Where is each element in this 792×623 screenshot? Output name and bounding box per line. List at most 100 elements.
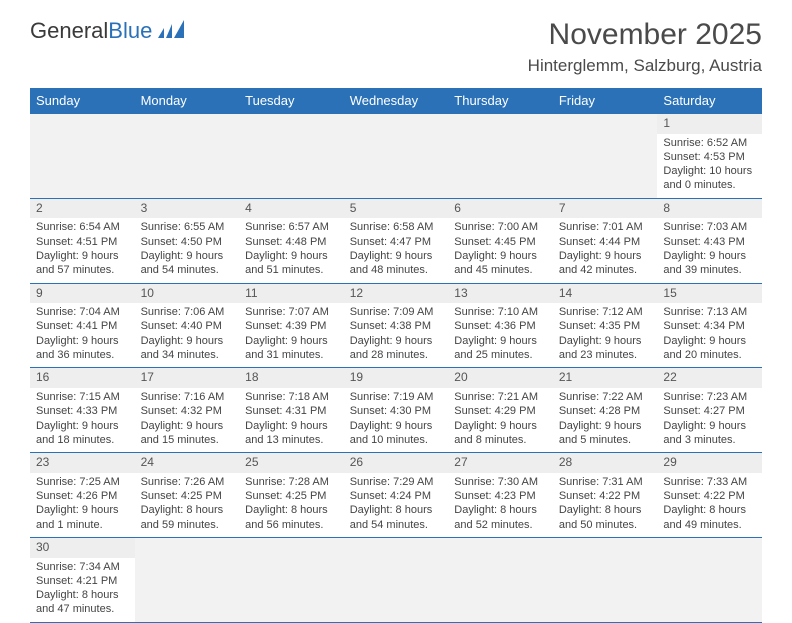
calendar-cell-1: 1Sunrise: 6:52 AMSunset: 4:53 PMDaylight… xyxy=(657,113,762,198)
daylight-text: Daylight: 8 hours and 56 minutes. xyxy=(245,503,338,532)
date-number: 15 xyxy=(657,284,762,304)
sunset-text: Sunset: 4:35 PM xyxy=(559,319,652,333)
date-number: 10 xyxy=(135,284,240,304)
calendar-cell-30: 30Sunrise: 7:34 AMSunset: 4:21 PMDayligh… xyxy=(30,537,135,622)
date-number: 6 xyxy=(448,199,553,219)
calendar-cell-3: 3Sunrise: 6:55 AMSunset: 4:50 PMDaylight… xyxy=(135,198,240,283)
date-number: 1 xyxy=(657,114,762,134)
date-number: 12 xyxy=(344,284,449,304)
calendar-cell-20: 20Sunrise: 7:21 AMSunset: 4:29 PMDayligh… xyxy=(448,367,553,452)
sunset-text: Sunset: 4:26 PM xyxy=(36,489,129,503)
sunset-text: Sunset: 4:44 PM xyxy=(559,235,652,249)
date-number: 9 xyxy=(30,284,135,304)
calendar-cell-16: 16Sunrise: 7:15 AMSunset: 4:33 PMDayligh… xyxy=(30,367,135,452)
daylight-text: Daylight: 10 hours and 0 minutes. xyxy=(663,164,756,193)
sunset-text: Sunset: 4:22 PM xyxy=(663,489,756,503)
date-number: 4 xyxy=(239,199,344,219)
date-number: 30 xyxy=(30,538,135,558)
date-number: 22 xyxy=(657,368,762,388)
calendar-cell-empty xyxy=(30,113,135,198)
calendar-cell-2: 2Sunrise: 6:54 AMSunset: 4:51 PMDaylight… xyxy=(30,198,135,283)
sunrise-text: Sunrise: 7:22 AM xyxy=(559,390,652,404)
sunset-text: Sunset: 4:25 PM xyxy=(141,489,234,503)
sunrise-text: Sunrise: 7:21 AM xyxy=(454,390,547,404)
calendar-cell-13: 13Sunrise: 7:10 AMSunset: 4:36 PMDayligh… xyxy=(448,283,553,368)
daylight-text: Daylight: 9 hours and 51 minutes. xyxy=(245,249,338,278)
sunset-text: Sunset: 4:28 PM xyxy=(559,404,652,418)
daylight-text: Daylight: 9 hours and 15 minutes. xyxy=(141,419,234,448)
sunrise-text: Sunrise: 7:26 AM xyxy=(141,475,234,489)
sunrise-text: Sunrise: 6:52 AM xyxy=(663,136,756,150)
day-header-thursday: Thursday xyxy=(448,88,553,113)
calendar-cell-28: 28Sunrise: 7:31 AMSunset: 4:22 PMDayligh… xyxy=(553,452,658,537)
daylight-text: Daylight: 9 hours and 42 minutes. xyxy=(559,249,652,278)
calendar-cell-18: 18Sunrise: 7:18 AMSunset: 4:31 PMDayligh… xyxy=(239,367,344,452)
daylight-text: Daylight: 9 hours and 31 minutes. xyxy=(245,334,338,363)
sunset-text: Sunset: 4:36 PM xyxy=(454,319,547,333)
daylight-text: Daylight: 9 hours and 13 minutes. xyxy=(245,419,338,448)
daylight-text: Daylight: 9 hours and 36 minutes. xyxy=(36,334,129,363)
calendar-cell-19: 19Sunrise: 7:19 AMSunset: 4:30 PMDayligh… xyxy=(344,367,449,452)
daylight-text: Daylight: 9 hours and 48 minutes. xyxy=(350,249,443,278)
day-header-friday: Friday xyxy=(553,88,658,113)
sunset-text: Sunset: 4:34 PM xyxy=(663,319,756,333)
sunrise-text: Sunrise: 7:19 AM xyxy=(350,390,443,404)
calendar-cell-21: 21Sunrise: 7:22 AMSunset: 4:28 PMDayligh… xyxy=(553,367,658,452)
date-number: 8 xyxy=(657,199,762,219)
day-header-monday: Monday xyxy=(135,88,240,113)
sunrise-text: Sunrise: 7:01 AM xyxy=(559,220,652,234)
calendar-cell-8: 8Sunrise: 7:03 AMSunset: 4:43 PMDaylight… xyxy=(657,198,762,283)
daylight-text: Daylight: 9 hours and 39 minutes. xyxy=(663,249,756,278)
calendar-cell-14: 14Sunrise: 7:12 AMSunset: 4:35 PMDayligh… xyxy=(553,283,658,368)
daylight-text: Daylight: 9 hours and 20 minutes. xyxy=(663,334,756,363)
daylight-text: Daylight: 9 hours and 1 minute. xyxy=(36,503,129,532)
calendar-cell-9: 9Sunrise: 7:04 AMSunset: 4:41 PMDaylight… xyxy=(30,283,135,368)
sunset-text: Sunset: 4:38 PM xyxy=(350,319,443,333)
sunrise-text: Sunrise: 7:30 AM xyxy=(454,475,547,489)
daylight-text: Daylight: 9 hours and 23 minutes. xyxy=(559,334,652,363)
sunset-text: Sunset: 4:21 PM xyxy=(36,574,129,588)
calendar-cell-empty xyxy=(448,113,553,198)
date-number: 20 xyxy=(448,368,553,388)
logo-text-general: General xyxy=(30,18,108,44)
calendar-cell-23: 23Sunrise: 7:25 AMSunset: 4:26 PMDayligh… xyxy=(30,452,135,537)
sunset-text: Sunset: 4:47 PM xyxy=(350,235,443,249)
sunrise-text: Sunrise: 7:34 AM xyxy=(36,560,129,574)
calendar-cell-7: 7Sunrise: 7:01 AMSunset: 4:44 PMDaylight… xyxy=(553,198,658,283)
daylight-text: Daylight: 8 hours and 50 minutes. xyxy=(559,503,652,532)
date-number: 11 xyxy=(239,284,344,304)
sunrise-text: Sunrise: 7:28 AM xyxy=(245,475,338,489)
daylight-text: Daylight: 9 hours and 28 minutes. xyxy=(350,334,443,363)
sunset-text: Sunset: 4:25 PM xyxy=(245,489,338,503)
calendar-cell-5: 5Sunrise: 6:58 AMSunset: 4:47 PMDaylight… xyxy=(344,198,449,283)
title-block: November 2025 Hinterglemm, Salzburg, Aus… xyxy=(528,18,762,80)
sunset-text: Sunset: 4:29 PM xyxy=(454,404,547,418)
date-number: 13 xyxy=(448,284,553,304)
daylight-text: Daylight: 9 hours and 54 minutes. xyxy=(141,249,234,278)
sunset-text: Sunset: 4:31 PM xyxy=(245,404,338,418)
date-number: 3 xyxy=(135,199,240,219)
calendar-cell-25: 25Sunrise: 7:28 AMSunset: 4:25 PMDayligh… xyxy=(239,452,344,537)
sunrise-text: Sunrise: 6:54 AM xyxy=(36,220,129,234)
location-subtitle: Hinterglemm, Salzburg, Austria xyxy=(528,56,762,80)
calendar-cell-empty xyxy=(657,537,762,622)
logo: GeneralBlue xyxy=(30,18,184,44)
calendar-cell-empty xyxy=(239,537,344,622)
date-number: 14 xyxy=(553,284,658,304)
date-number: 2 xyxy=(30,199,135,219)
calendar-cell-empty xyxy=(553,537,658,622)
sunset-text: Sunset: 4:43 PM xyxy=(663,235,756,249)
daylight-text: Daylight: 8 hours and 59 minutes. xyxy=(141,503,234,532)
sunset-text: Sunset: 4:40 PM xyxy=(141,319,234,333)
calendar-cell-29: 29Sunrise: 7:33 AMSunset: 4:22 PMDayligh… xyxy=(657,452,762,537)
daylight-text: Daylight: 8 hours and 54 minutes. xyxy=(350,503,443,532)
sunrise-text: Sunrise: 7:25 AM xyxy=(36,475,129,489)
day-header-wednesday: Wednesday xyxy=(344,88,449,113)
calendar-cell-empty xyxy=(344,113,449,198)
calendar-cell-empty xyxy=(553,113,658,198)
daylight-text: Daylight: 9 hours and 57 minutes. xyxy=(36,249,129,278)
sunset-text: Sunset: 4:45 PM xyxy=(454,235,547,249)
sunrise-text: Sunrise: 7:13 AM xyxy=(663,305,756,319)
date-number: 16 xyxy=(30,368,135,388)
sunrise-text: Sunrise: 7:18 AM xyxy=(245,390,338,404)
